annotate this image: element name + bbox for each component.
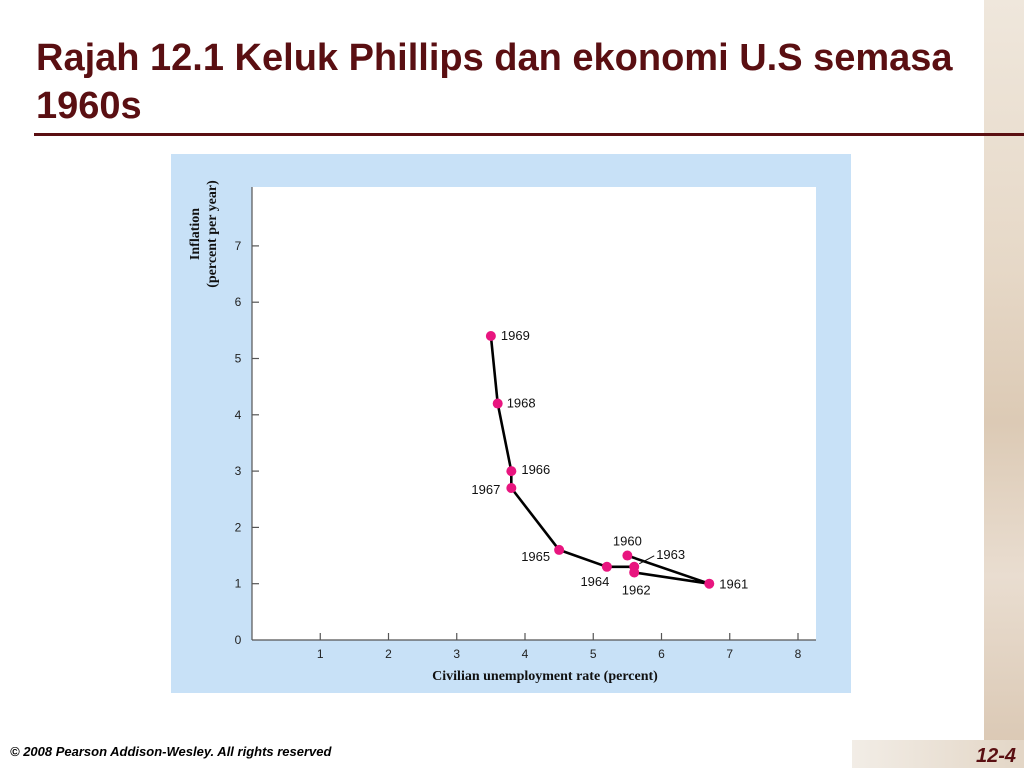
x-tick-label: 6	[658, 647, 665, 661]
x-tick-label: 3	[453, 647, 460, 661]
data-label-1960: 1960	[613, 534, 642, 549]
data-point-1960	[622, 550, 633, 561]
x-axis-title: Civilian unemployment rate (percent)	[432, 669, 658, 684]
data-point-1964	[601, 561, 612, 572]
y-axis-title-line-1: Inflation	[188, 208, 203, 260]
data-point-1969	[485, 330, 496, 341]
y-tick-label: 0	[235, 633, 242, 647]
slide-number-box: 12-4	[852, 740, 1024, 768]
x-tick-label: 4	[522, 647, 529, 661]
y-ticks: 0 1 2 3 4 5 6 7	[235, 239, 259, 647]
data-label-1968: 1968	[507, 396, 536, 411]
data-label-1962: 1962	[622, 582, 651, 597]
x-tick-label: 7	[726, 647, 733, 661]
data-point-1967	[506, 482, 517, 493]
y-tick-label: 5	[235, 352, 242, 366]
data-point-1965	[554, 544, 565, 555]
background-texture-strip	[984, 0, 1024, 768]
y-tick-label: 4	[235, 408, 242, 422]
phillips-curve-line	[489, 335, 711, 585]
data-label-1963: 1963	[656, 547, 685, 562]
data-point-1963	[629, 561, 640, 572]
y-tick-label: 6	[235, 295, 242, 309]
leader-line-1963	[638, 555, 655, 565]
series-layer: 1960 1961 1962 1963 1964 1965 1966 1967 1968 1969	[471, 328, 748, 597]
x-ticks: 1 2 3 4 5 6 7 8	[317, 633, 802, 661]
plot-area	[252, 187, 816, 640]
data-label-1967: 1967	[471, 482, 500, 497]
chart-canvas: 1 2 3 4 5 6 7 8 0 1 2 3 4 5 6 7 Civilian unemployment …	[188, 180, 816, 684]
title-divider	[34, 133, 1024, 136]
x-tick-label: 8	[795, 647, 802, 661]
data-label-1965: 1965	[521, 549, 550, 564]
data-label-1966: 1966	[521, 462, 550, 477]
data-label-1961: 1961	[719, 577, 748, 592]
x-tick-label: 5	[590, 647, 597, 661]
slide-title: Rajah 12.1 Keluk Phillips dan ekonomi U.…	[36, 37, 953, 127]
data-point-1968	[492, 398, 503, 409]
slide-number: 12-4	[975, 745, 1016, 767]
y-tick-label: 3	[235, 464, 242, 478]
data-label-1964: 1964	[580, 574, 609, 589]
x-tick-label: 1	[317, 647, 324, 661]
data-label-1969: 1969	[501, 328, 530, 343]
copyright-notice: © 2008 Pearson Addison-Wesley. All right…	[10, 744, 332, 759]
x-tick-label: 2	[385, 647, 392, 661]
data-point-1961	[704, 578, 715, 589]
y-tick-label: 7	[235, 239, 242, 253]
phillips-curve-chart: 1 2 3 4 5 6 7 8 0 1 2 3 4 5 6 7 Civilian unemployment …	[171, 154, 851, 693]
y-tick-label: 1	[235, 577, 242, 591]
data-point-1966	[506, 466, 517, 477]
y-axis-title-line-2: (percent per year)	[205, 180, 220, 288]
y-tick-label: 2	[235, 520, 242, 534]
